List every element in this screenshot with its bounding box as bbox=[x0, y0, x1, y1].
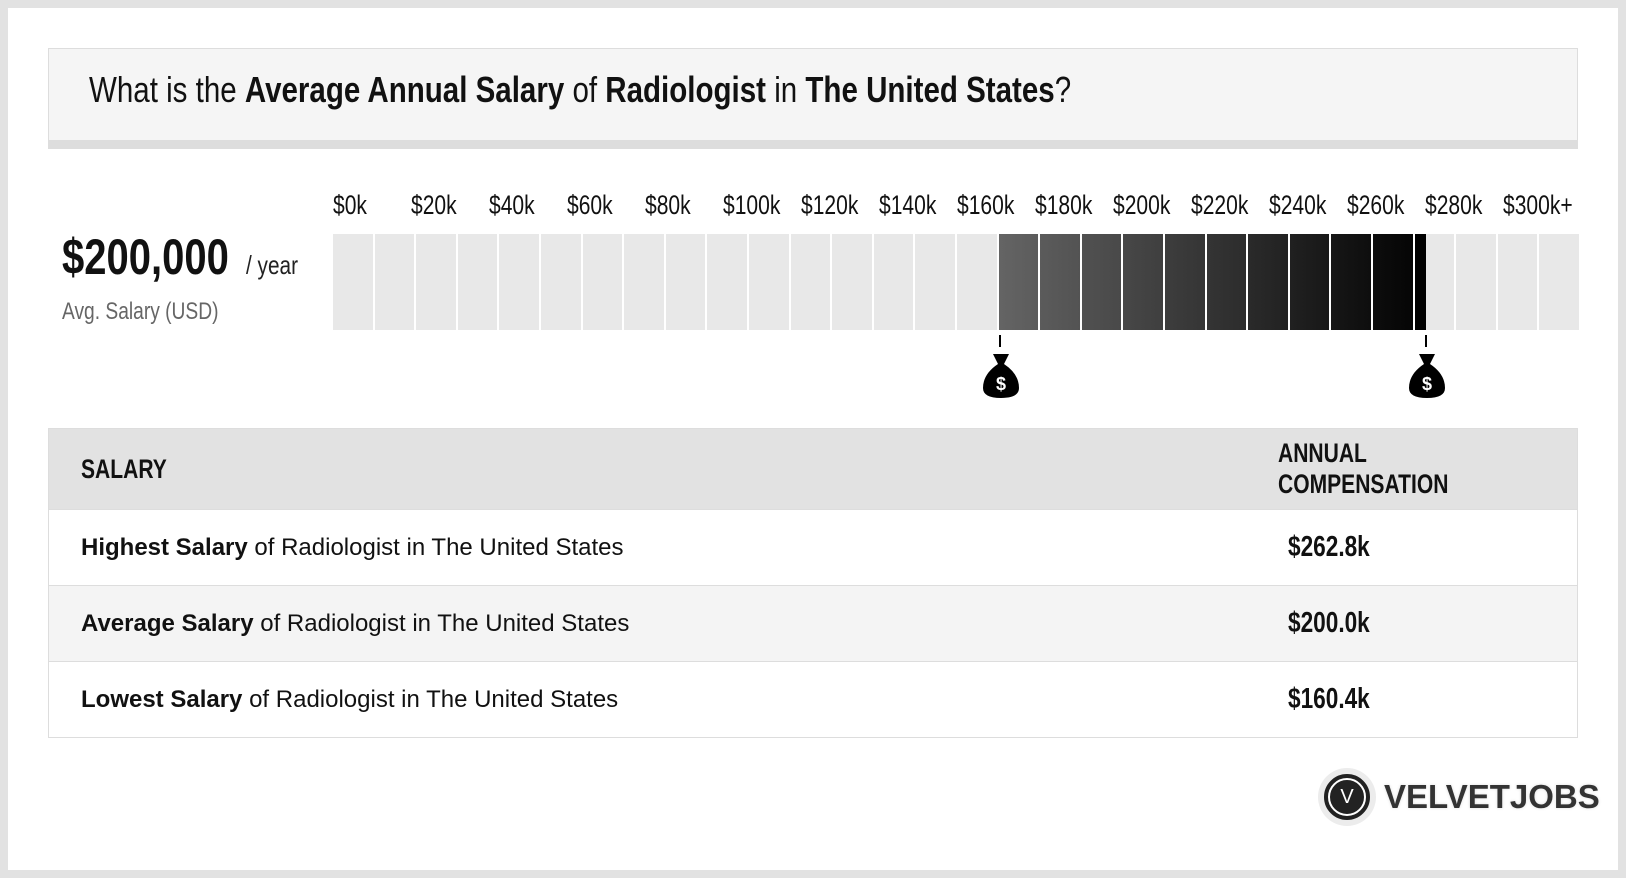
row-label: Highest Salary of Radiologist in The Uni… bbox=[48, 509, 1278, 586]
bar-segment bbox=[665, 234, 708, 330]
bar-segment bbox=[457, 234, 500, 330]
salary-range-bar bbox=[333, 234, 1581, 330]
bar-segment bbox=[832, 234, 874, 330]
bar-segment bbox=[1539, 234, 1581, 330]
bar-segment bbox=[1040, 234, 1082, 330]
row-label: Average Salary of Radiologist in The Uni… bbox=[48, 585, 1278, 662]
tick-label: $300k+ bbox=[1503, 190, 1573, 220]
bar-segment bbox=[374, 234, 417, 330]
row-label: Lowest Salary of Radiologist in The Unit… bbox=[48, 661, 1278, 738]
tick-label: $140k bbox=[879, 190, 937, 220]
bar-segment bbox=[1248, 234, 1290, 330]
logo-text: VELVETJOBS bbox=[1384, 778, 1600, 815]
table-header: SALARY ANNUAL COMPENSATION bbox=[48, 428, 1578, 510]
bar-segment bbox=[333, 234, 375, 330]
avg-salary-value: $200,000 bbox=[62, 229, 229, 285]
bar-segment bbox=[1456, 234, 1498, 330]
table-row: Lowest Salary of Radiologist in The Unit… bbox=[48, 661, 1578, 738]
svg-text:$: $ bbox=[1422, 374, 1432, 394]
bar-segment bbox=[957, 234, 999, 330]
bar-segment bbox=[1289, 234, 1332, 330]
bar-segment bbox=[624, 234, 666, 330]
bar-segment bbox=[1331, 234, 1373, 330]
logo-badge-icon: V bbox=[1320, 770, 1374, 824]
per-year-label: / year bbox=[246, 250, 299, 280]
bar-segment bbox=[749, 234, 791, 330]
svg-text:$: $ bbox=[996, 374, 1006, 394]
tick-label: $20k bbox=[411, 190, 457, 220]
bar-segment bbox=[416, 234, 458, 330]
tick-label: $80k bbox=[645, 190, 691, 220]
tick-label: $0k bbox=[333, 190, 367, 220]
tick-label: $180k bbox=[1035, 190, 1093, 220]
bar-segment bbox=[998, 234, 1041, 330]
avg-salary-label: Avg. Salary (USD) bbox=[62, 298, 219, 325]
salary-table: SALARY ANNUAL COMPENSATION Highest Salar… bbox=[48, 428, 1578, 738]
row-value: $262.8k bbox=[1277, 509, 1578, 586]
tick-label: $280k bbox=[1425, 190, 1483, 220]
page-title: What is the Average Annual Salary of Rad… bbox=[89, 69, 1072, 110]
velvetjobs-logo: V VELVETJOBS bbox=[1320, 770, 1600, 824]
bar-segment bbox=[1165, 234, 1207, 330]
row-value: $200.0k bbox=[1277, 585, 1578, 662]
table-row: Average Salary of Radiologist in The Uni… bbox=[48, 585, 1578, 662]
money-bag-icon: $ bbox=[1407, 352, 1447, 400]
tick-label: $40k bbox=[489, 190, 535, 220]
bar-segment bbox=[582, 234, 625, 330]
bar-segment bbox=[1123, 234, 1165, 330]
bar-segment bbox=[790, 234, 833, 330]
tick-label: $100k bbox=[723, 190, 781, 220]
marker-tick bbox=[999, 335, 1001, 347]
header-salary: SALARY bbox=[48, 428, 1278, 510]
bar-segment bbox=[1081, 234, 1124, 330]
title-box: What is the Average Annual Salary of Rad… bbox=[48, 48, 1578, 149]
tick-label: $200k bbox=[1113, 190, 1171, 220]
tick-label: $60k bbox=[567, 190, 613, 220]
tick-label: $260k bbox=[1347, 190, 1405, 220]
bar-segment bbox=[1497, 234, 1540, 330]
bar-segment bbox=[707, 234, 749, 330]
row-value: $160.4k bbox=[1277, 661, 1578, 738]
tick-label: $220k bbox=[1191, 190, 1249, 220]
bar-segment bbox=[1373, 234, 1415, 330]
money-bag-icon: $ bbox=[981, 352, 1021, 400]
bar-segment bbox=[1206, 234, 1249, 330]
bar-segment bbox=[1414, 234, 1457, 330]
tick-label: $160k bbox=[957, 190, 1015, 220]
bar-segment bbox=[873, 234, 916, 330]
tick-label: $120k bbox=[801, 190, 859, 220]
table-row: Highest Salary of Radiologist in The Uni… bbox=[48, 509, 1578, 586]
bar-segment bbox=[541, 234, 583, 330]
tick-label: $240k bbox=[1269, 190, 1327, 220]
header-annual-compensation: ANNUAL COMPENSATION bbox=[1277, 428, 1578, 510]
marker-tick bbox=[1425, 335, 1427, 347]
bar-segment bbox=[915, 234, 957, 330]
bar-segment bbox=[499, 234, 541, 330]
